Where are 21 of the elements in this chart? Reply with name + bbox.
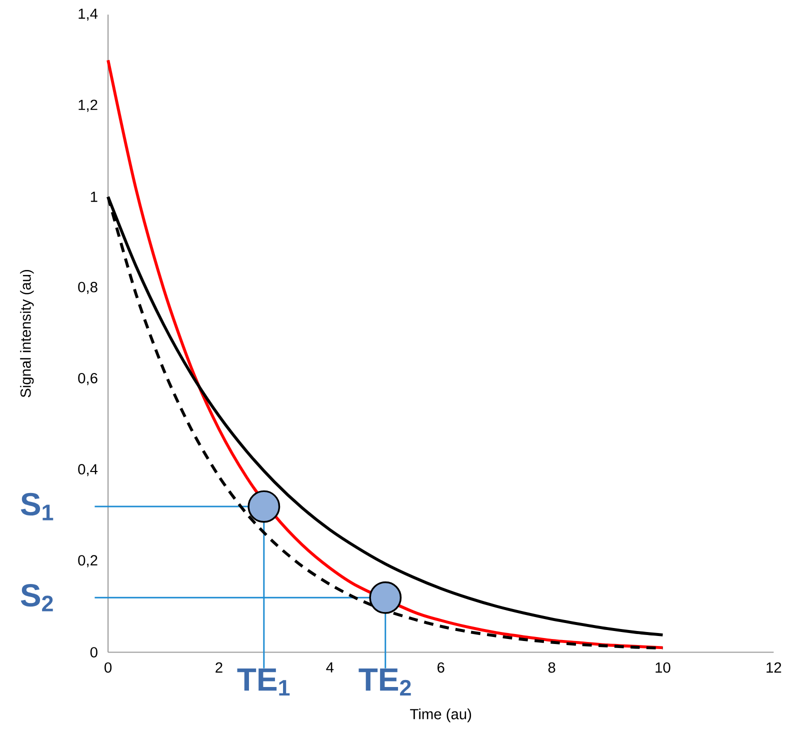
ref-line-label: S$_{1}$ <box>20 493 54 520</box>
x-tick-label: 4 <box>326 662 334 673</box>
x-tick-label: 8 <box>548 662 556 673</box>
x-tick-label: 0 <box>104 662 112 673</box>
x-tick-label: 12 <box>766 662 782 673</box>
y-tick-label: 0,2 <box>78 555 98 568</box>
x-axis-title: Time (au) <box>410 708 472 722</box>
y-axis-title: Signal intensity (au) <box>20 270 34 398</box>
ref-line-label: S$_{2}$ <box>20 584 53 612</box>
y-tick-label: 0 <box>90 647 98 658</box>
y-tick-label: 0,4 <box>78 464 98 476</box>
ref-line-label: TE$_{2}$ <box>358 668 411 696</box>
x-tick-label: 6 <box>438 662 444 673</box>
x-tick-label: 10 <box>656 662 670 673</box>
y-tick-label: 0,6 <box>78 373 98 386</box>
ref-line-label: TE$_{1}$ <box>237 668 290 696</box>
y-tick-label: 1,2 <box>78 100 98 112</box>
y-tick-label: 1 <box>90 192 98 202</box>
y-tick-label: 0,8 <box>78 282 98 294</box>
x-tick-label: 2 <box>216 662 222 673</box>
y-tick-label: 1,4 <box>78 8 98 21</box>
